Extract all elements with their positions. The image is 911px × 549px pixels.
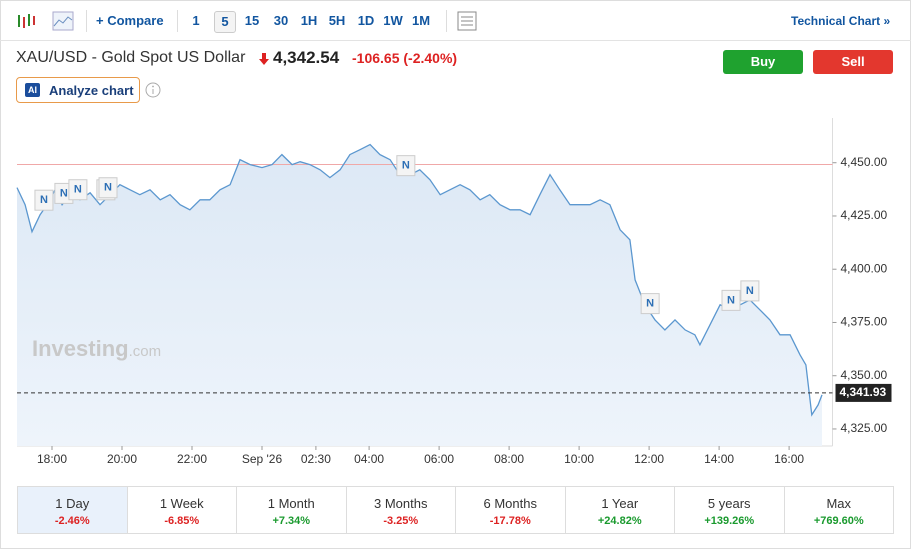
x-tick-label: 14:00 xyxy=(704,452,734,466)
period-cell[interactable]: 5 years +139.26% xyxy=(674,486,785,534)
period-name: 6 Months xyxy=(483,496,537,511)
news-label: N xyxy=(60,187,68,199)
y-tick-label: 4,375.00 xyxy=(841,315,888,329)
x-tick-label: 02:30 xyxy=(301,452,331,466)
y-tick-label: 4,400.00 xyxy=(841,261,888,275)
news-marker xyxy=(640,293,660,315)
compare-label: Compare xyxy=(107,13,164,28)
analyze-button[interactable]: AI Analyze chart xyxy=(16,77,140,103)
x-tick-label: 20:00 xyxy=(107,452,137,466)
period-cell[interactable]: 1 Month +7.34% xyxy=(236,486,347,534)
news-label: N xyxy=(74,184,82,196)
period-name: 3 Months xyxy=(374,496,428,511)
period-change: +24.82% xyxy=(597,515,642,527)
period-cell[interactable]: 1 Year +24.82% xyxy=(564,486,675,534)
interval-button[interactable]: 5 xyxy=(214,11,236,33)
period-change: -17.78% xyxy=(489,515,531,527)
x-tick-label: 04:00 xyxy=(354,452,384,466)
x-tick-label: 16:00 xyxy=(774,452,804,466)
sell-button[interactable]: Sell xyxy=(813,50,893,74)
current-price-box xyxy=(835,383,892,402)
separator xyxy=(446,10,447,32)
news-label: N xyxy=(746,285,754,297)
analyze-label: Analyze chart xyxy=(49,83,134,98)
news-marker xyxy=(396,155,416,177)
interval-button[interactable]: 1D xyxy=(357,13,375,28)
separator xyxy=(86,10,87,32)
price-change: -106.65 (-2.40%) xyxy=(352,50,457,66)
ai-badge: AI xyxy=(25,83,40,97)
area-fill xyxy=(17,144,822,446)
news-marker xyxy=(34,189,54,211)
area-icon[interactable] xyxy=(52,11,74,31)
period-change: +139.26% xyxy=(704,515,755,527)
current-price-label: 4,341.93 xyxy=(840,385,887,399)
separator xyxy=(177,10,178,32)
news-label: N xyxy=(104,182,112,194)
y-tick-label: 4,325.00 xyxy=(841,421,888,435)
interval-button[interactable]: 1W xyxy=(383,13,403,28)
period-change: +769.60% xyxy=(813,515,864,527)
news-marker xyxy=(721,289,741,311)
news-label: N xyxy=(402,160,410,172)
watermark-brand: Investing xyxy=(32,336,129,361)
period-name: 1 Month xyxy=(267,496,315,511)
watermark-suffix: .com xyxy=(128,343,162,360)
down-arrow xyxy=(259,53,269,65)
period-name: 1 Day xyxy=(55,496,90,511)
y-tick-label: 4,425.00 xyxy=(841,208,888,222)
table-icon[interactable] xyxy=(457,11,477,31)
period-name: 1 Week xyxy=(159,496,204,511)
x-tick-label: 18:00 xyxy=(37,452,67,466)
news-marker xyxy=(98,177,118,199)
period-change: +7.34% xyxy=(272,515,311,527)
interval-button[interactable]: 15 xyxy=(244,13,260,28)
interval-button[interactable]: 1 xyxy=(192,13,200,28)
period-cell[interactable]: 1 Day -2.46% xyxy=(17,486,128,534)
period-change: -2.46% xyxy=(54,515,90,527)
interval-button[interactable]: 30 xyxy=(273,13,289,28)
compare-button[interactable]: + Compare xyxy=(96,13,164,28)
buy-button[interactable]: Buy xyxy=(723,50,803,74)
candles-icon[interactable] xyxy=(16,12,36,30)
period-change: -6.85% xyxy=(164,515,200,527)
change-pct: (-2.40%) xyxy=(403,50,458,66)
price-line xyxy=(16,143,823,417)
y-tick-label: 4,450.00 xyxy=(841,155,888,169)
change-abs: -106.65 xyxy=(352,50,400,66)
x-tick-label: 08:00 xyxy=(494,452,524,466)
x-tick-label: 10:00 xyxy=(564,452,594,466)
x-tick-label: Sep '26 xyxy=(242,452,283,466)
technical-chart-link[interactable]: Technical Chart » xyxy=(791,14,891,28)
x-tick-label: 06:00 xyxy=(424,452,454,466)
interval-button[interactable]: 5H xyxy=(328,13,346,28)
news-marker xyxy=(740,280,760,302)
chart: 4,325.00 4,350.00 4,375.00 4,400.00 4,425.00… xyxy=(16,118,892,466)
period-name: 5 years xyxy=(707,496,751,511)
info-icon[interactable] xyxy=(145,82,161,98)
period-cell[interactable]: 6 Months -17.78% xyxy=(455,486,566,534)
instrument-title: XAU/USD - Gold Spot US Dollar xyxy=(16,49,246,66)
period-cell[interactable]: 1 Week -6.85% xyxy=(126,486,237,534)
last-price: 4,342.54 xyxy=(273,48,340,67)
period-name: 1 Year xyxy=(601,496,639,511)
toolbar: + Compare 1 5 15 30 1H 5H 1D 1W 1M Technical Cha… xyxy=(0,0,911,41)
x-tick-label: 12:00 xyxy=(634,452,664,466)
period-change: -3.25% xyxy=(383,515,419,527)
news-label: N xyxy=(40,194,48,206)
period-cell[interactable]: Max +769.60% xyxy=(783,486,894,534)
news-label: N xyxy=(646,298,654,310)
news-label: N xyxy=(727,294,735,306)
watermark: Investing.com xyxy=(32,336,161,362)
y-tick-label: 4,350.00 xyxy=(841,368,888,382)
period-name: Max xyxy=(826,496,852,511)
interval-button[interactable]: 1M xyxy=(411,13,431,28)
news-marker xyxy=(68,179,88,201)
x-tick-label: 22:00 xyxy=(177,452,207,466)
period-cell[interactable]: 3 Months -3.25% xyxy=(345,486,456,534)
interval-button[interactable]: 1H xyxy=(300,13,318,28)
